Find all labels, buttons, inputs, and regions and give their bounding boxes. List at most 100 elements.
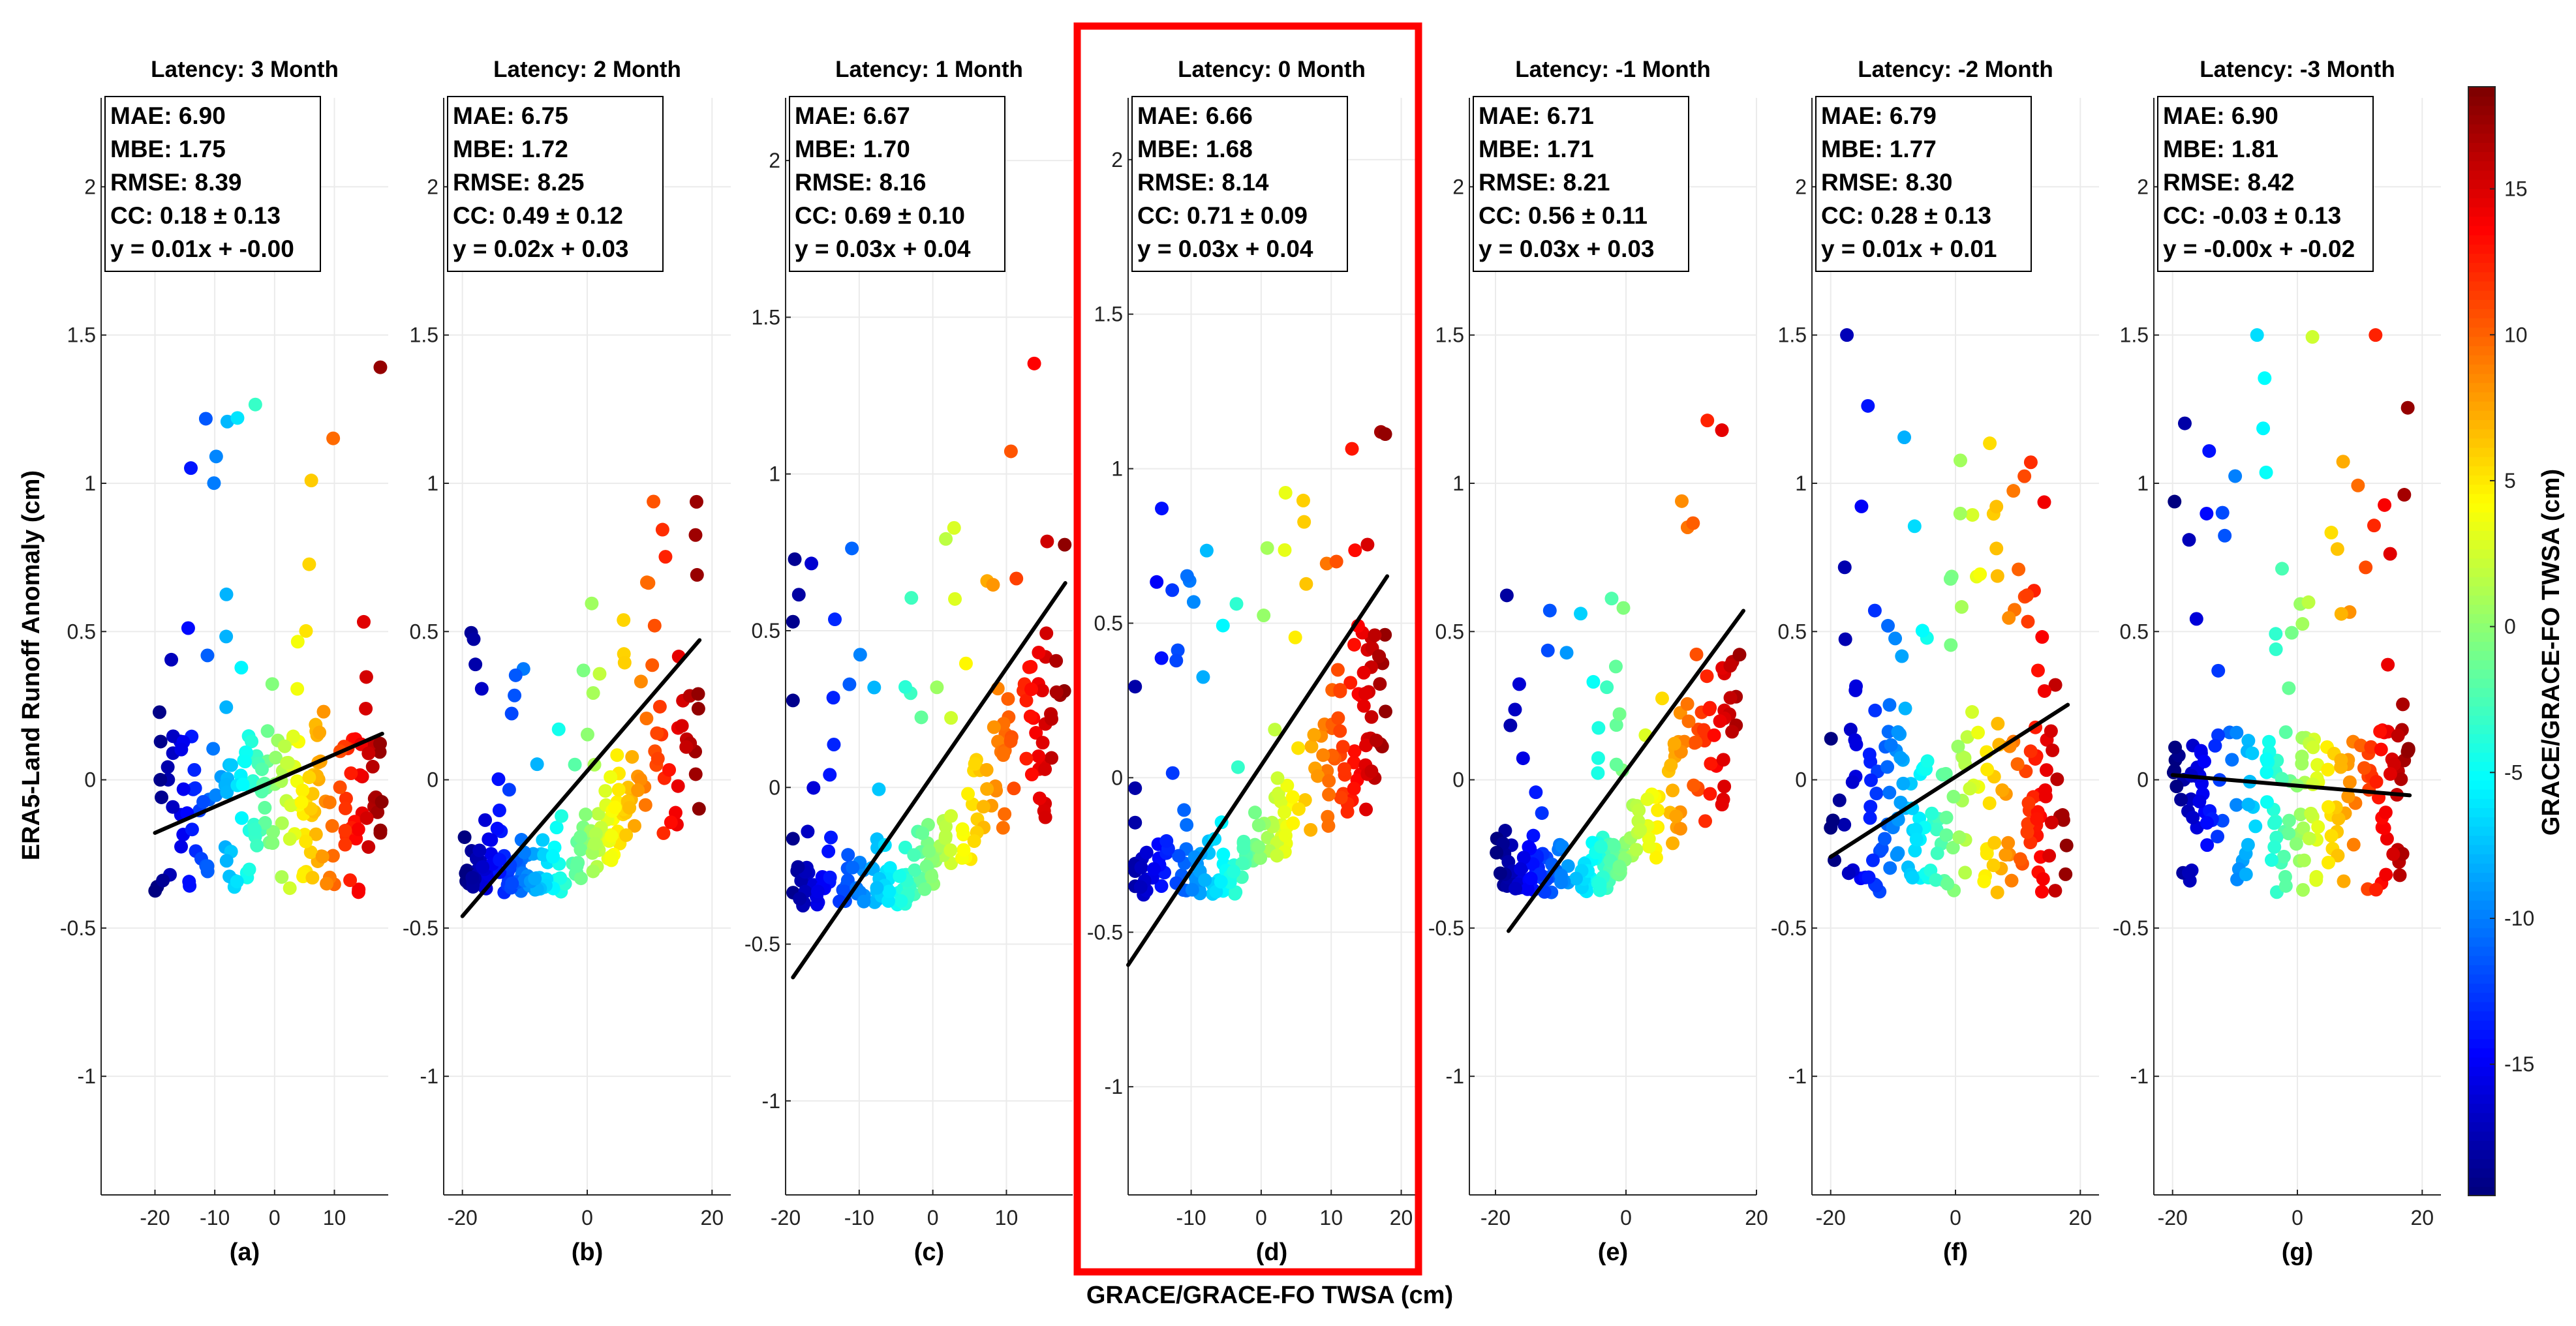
scatter-point — [1019, 751, 1034, 766]
scatter-point — [320, 877, 334, 891]
scatter-point — [2225, 753, 2239, 767]
scatter-point — [198, 412, 213, 426]
y-tick-label: -1 — [762, 1089, 780, 1113]
panel-letter: (b) — [572, 1239, 604, 1266]
scatter-point — [1150, 575, 1164, 589]
scatter-point — [958, 656, 973, 671]
colorbar-segment — [2468, 779, 2495, 790]
scatter-point — [166, 729, 180, 744]
scatter-point — [1251, 840, 1266, 854]
scatter-point — [2197, 754, 2211, 768]
scatter-point — [1861, 399, 1875, 413]
scatter-point — [2044, 724, 2058, 738]
scatter-point — [1364, 764, 1379, 778]
scatter-point — [1832, 793, 1847, 807]
colorbar-label: GRACE/GRACE-FO TWSA (cm) — [2538, 469, 2565, 836]
scatter-point — [574, 843, 588, 857]
scatter-point — [266, 825, 281, 839]
scatter-point — [1165, 583, 1180, 597]
scatter-point — [914, 710, 928, 725]
panel-letter: (d) — [1256, 1239, 1288, 1266]
scatter-point — [641, 576, 656, 590]
scatter-point — [2248, 819, 2263, 834]
scatter-point — [2400, 400, 2415, 415]
scatter-point — [894, 894, 908, 908]
scatter-point — [265, 677, 279, 691]
colorbar-segment — [2468, 622, 2495, 633]
stat-line: RMSE: 8.39 — [110, 169, 242, 196]
scatter-point — [365, 759, 380, 774]
scatter-point — [2322, 800, 2336, 814]
scatter-point — [1939, 810, 1954, 824]
scatter-point — [917, 882, 932, 896]
stat-line: MAE: 6.75 — [453, 102, 568, 129]
colorbar-segment — [2468, 549, 2495, 559]
scatter-point — [651, 751, 665, 766]
y-axis-label: ERA5-Land Runoff Anomaly (cm) — [18, 470, 45, 860]
scatter-point — [930, 680, 944, 695]
scatter-point — [1024, 767, 1039, 781]
scatter-point — [1849, 737, 1863, 751]
scatter-point — [1841, 866, 1856, 881]
scatter-point — [823, 768, 837, 782]
scatter-point — [2174, 792, 2188, 807]
scatter-point — [627, 819, 641, 833]
colorbar-segment — [2468, 669, 2495, 679]
y-tick-label: 0.5 — [410, 620, 438, 643]
colorbar-frame — [2468, 86, 2496, 1196]
scatter-point — [2177, 416, 2192, 430]
scatter-point — [1330, 663, 1345, 677]
scatter-point — [2367, 519, 2381, 533]
scatter-point — [2030, 812, 2044, 826]
scatter-point — [1894, 795, 1908, 809]
scatter-point — [580, 727, 594, 742]
scatter-point — [2211, 663, 2226, 678]
colorbar-segment — [2468, 817, 2495, 827]
y-tick-label: -1 — [1446, 1064, 1464, 1088]
scatter-point — [2170, 779, 2184, 794]
colorbar-segment — [2468, 373, 2495, 384]
scatter-point — [1946, 789, 1961, 804]
scatter-point — [1180, 569, 1194, 583]
scatter-point — [1336, 740, 1350, 754]
scatter-point — [1951, 740, 1965, 754]
scatter-point — [315, 849, 330, 864]
scatter-point — [611, 783, 626, 797]
colorbar-segment — [2468, 1112, 2495, 1123]
scatter-point — [530, 757, 544, 772]
scatter-point — [467, 632, 481, 646]
scatter-point — [986, 578, 1000, 592]
scatter-point — [2200, 838, 2215, 852]
x-tick-label: -20 — [1816, 1206, 1846, 1229]
scatter-point — [2048, 884, 2062, 898]
scatter-point — [236, 777, 250, 792]
scatter-point — [224, 758, 238, 772]
y-tick-label: 1 — [2137, 472, 2149, 495]
stats-box — [789, 96, 1005, 272]
scatter-point — [1291, 741, 1306, 755]
scatter-point — [1715, 423, 1729, 438]
scatter-point — [1999, 848, 2013, 862]
colorbar-segment — [2468, 715, 2495, 725]
scatter-points — [1128, 425, 1392, 902]
colorbar-segment — [2468, 96, 2495, 106]
scatter-point — [2037, 495, 2051, 509]
scatter-point — [1713, 714, 1727, 729]
scatter-point — [1029, 726, 1043, 740]
scatter-point — [1862, 870, 1876, 884]
scatter-point — [823, 830, 838, 845]
scatter-point — [1651, 803, 1665, 817]
y-tick-label: -0.5 — [403, 916, 438, 940]
scatter-point — [1347, 744, 1362, 759]
y-tick-label: 0.5 — [1094, 611, 1123, 635]
scatter-point — [361, 840, 376, 854]
colorbar-segment — [2468, 502, 2495, 513]
scatter-point — [2297, 853, 2311, 867]
stats-box — [104, 96, 321, 272]
scatter-point — [2380, 832, 2394, 846]
scatter-point — [1609, 757, 1623, 772]
colorbar-segment — [2468, 1186, 2495, 1196]
scatter-point — [2295, 749, 2309, 764]
scatter-point — [2228, 469, 2243, 483]
